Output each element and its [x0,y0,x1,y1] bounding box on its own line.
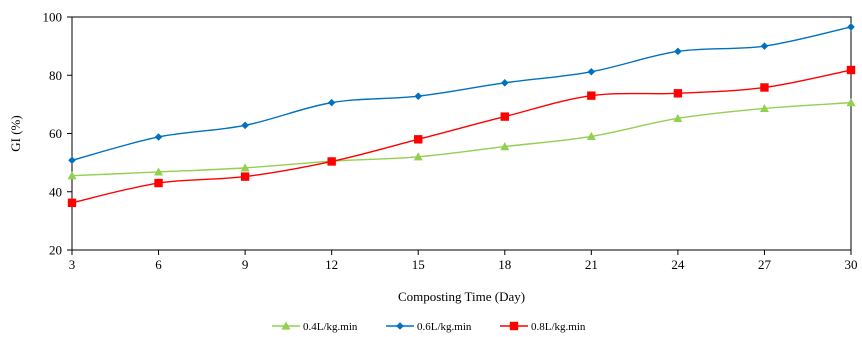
data-point [759,103,769,113]
series-line [71,26,852,161]
series-line [71,69,852,204]
y-tick-label: 80 [49,68,62,83]
axes [71,16,852,251]
x-tick-label: 6 [155,257,162,272]
y-tick-label: 20 [49,243,62,258]
data-point [500,142,510,151]
data-point [847,23,855,31]
x-tick-label: 15 [412,257,425,272]
x-axis-title: Composting Time (Day) [398,289,525,304]
legend-item: 0.8L/kg.min [500,321,586,333]
data-point [414,135,423,144]
legend-marker [396,322,404,330]
data-point [414,92,423,101]
data-point [240,163,250,172]
series-line [71,101,852,177]
series-3 [67,65,856,208]
x-tick-label: 24 [671,257,685,272]
legend-marker [281,321,291,330]
y-tick-label: 40 [49,184,62,199]
x-tick-label: 21 [585,257,598,272]
data-point [327,98,336,107]
series-2 [68,23,855,165]
data-point [327,157,336,166]
data-point [587,67,596,76]
data-point [500,79,509,87]
data-point [154,133,163,141]
y-tick-labels: 20 40 60 80 100 [43,10,72,258]
data-point [846,65,856,75]
series-layer [67,23,856,208]
y-tick-label: 60 [49,126,62,141]
legend-label: 0.6L/kg.min [417,321,472,333]
data-point [674,47,682,56]
data-point [500,112,509,121]
series-1 [67,98,856,180]
x-tick-label: 3 [69,257,76,272]
x-tick-label: 30 [845,257,858,272]
x-tick-label: 12 [325,257,338,272]
data-point [67,198,77,208]
data-point [413,152,423,161]
data-point [154,178,163,188]
data-point [154,167,164,176]
data-point [586,131,596,141]
x-tick-labels: 3 6 9 12 15 18 21 24 27 30 [69,250,858,272]
legend-label: 0.4L/kg.min [303,321,358,333]
data-point [68,156,76,165]
legend-marker [509,321,519,331]
x-tick-label: 18 [498,257,511,272]
data-point [241,121,249,130]
y-tick-label: 100 [43,10,63,25]
x-tick-label: 9 [242,257,249,272]
data-point [760,83,769,92]
data-point [67,171,77,180]
data-point [587,91,596,100]
legend-item: 0.4L/kg.min [272,321,358,333]
legend-item: 0.6L/kg.min [386,321,472,333]
data-point [846,98,856,107]
data-point [760,42,769,50]
plot-frame [71,16,852,251]
legend-label: 0.8L/kg.min [531,321,586,333]
x-tick-label: 27 [758,257,772,272]
data-point [673,113,683,122]
data-point [240,172,250,181]
data-point [673,89,683,98]
y-axis-title: GI (%) [8,115,23,151]
legend: 0.4L/kg.min 0.6L/kg.min 0.8L/kg.min [272,321,586,333]
